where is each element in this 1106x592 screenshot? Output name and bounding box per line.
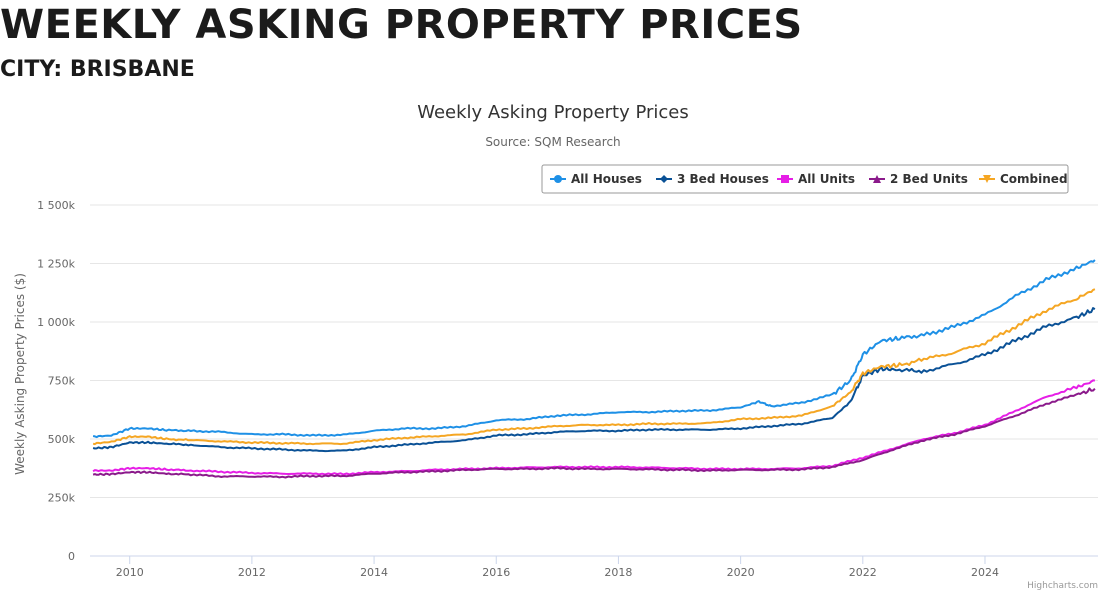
series-lines: [92, 259, 1096, 479]
legend-item-2-bed-units[interactable]: 2 Bed Units: [869, 172, 968, 186]
legend-marker-square: [781, 175, 789, 183]
legend-marker-diamond: [660, 175, 668, 183]
y-tick-label: 0: [68, 550, 75, 563]
chart-title: Weekly Asking Property Prices: [417, 102, 689, 123]
x-tick-label: 2010: [116, 566, 144, 579]
x-tick-label: 2024: [971, 566, 999, 579]
legend-marker-circle: [554, 175, 562, 183]
chart-subtitle: Source: SQM Research: [485, 135, 620, 149]
legend-item-combined[interactable]: Combined: [979, 172, 1068, 186]
x-tick-label: 2018: [604, 566, 632, 579]
legend-box: [541, 164, 1069, 194]
line-chart: Weekly Asking Property Prices Source: SQ…: [13, 102, 1098, 591]
legend-item-all-houses[interactable]: All Houses: [550, 172, 642, 186]
y-axis-ticks: 0 250k 500k 750k 1 000k 1 250k 1 500k: [37, 199, 75, 563]
legend-item-3-bed-houses[interactable]: 3 Bed Houses: [656, 172, 769, 186]
series-line-3-bed-houses[interactable]: [92, 307, 1096, 453]
legend-label: All Houses: [571, 172, 642, 186]
series-line-2-bed-units[interactable]: [92, 387, 1096, 479]
x-axis-ticks: 2010 2012 2014 2016 2018 2020 2022 2024: [90, 555, 1098, 579]
city-heading: CITY: BRISBANE: [0, 57, 195, 82]
y-tick-label: 750k: [48, 375, 76, 388]
y-tick-label: 250k: [48, 492, 76, 505]
legend-label: 2 Bed Units: [890, 172, 968, 186]
y-tick-label: 1 500k: [37, 199, 75, 212]
page-heading: WEEKLY ASKING PROPERTY PRICES: [0, 2, 803, 48]
legend-marker-triangle: [873, 175, 881, 183]
x-tick-label: 2012: [238, 566, 266, 579]
series-line-all-houses[interactable]: [92, 259, 1096, 439]
series-line-all-units[interactable]: [92, 379, 1095, 476]
credits-link[interactable]: Highcharts.com: [1027, 581, 1098, 591]
x-tick-label: 2020: [727, 566, 755, 579]
y-tick-label: 1 250k: [37, 258, 75, 271]
x-tick-label: 2022: [849, 566, 877, 579]
y-tick-label: 500k: [48, 433, 76, 446]
legend-label: Combined: [1000, 172, 1068, 186]
legend-marker-triangle-down: [983, 175, 991, 183]
chart-legend: All Houses 3 Bed Houses All Units 2 Bed Uni…: [541, 164, 1069, 194]
x-tick-label: 2016: [482, 566, 510, 579]
legend-item-all-units[interactable]: All Units: [777, 172, 855, 186]
legend-label: All Units: [798, 172, 855, 186]
y-axis-title: Weekly Asking Property Prices ($): [13, 273, 27, 475]
legend-label: 3 Bed Houses: [677, 172, 769, 186]
y-tick-label: 1 000k: [37, 316, 75, 329]
x-tick-label: 2014: [360, 566, 388, 579]
grid-lines: [90, 204, 1098, 557]
series-line-combined[interactable]: [92, 288, 1096, 446]
